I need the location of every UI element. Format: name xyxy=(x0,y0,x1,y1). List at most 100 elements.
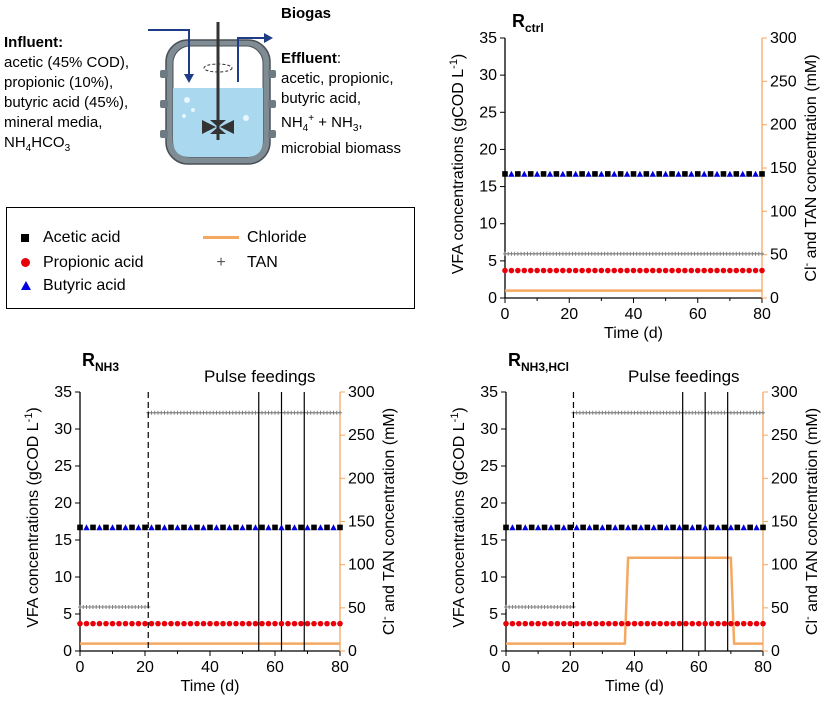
butyric-point xyxy=(727,524,735,531)
acetic-point xyxy=(682,171,688,177)
acetic-point xyxy=(593,524,599,531)
acetic-point xyxy=(759,171,765,177)
propionic-point xyxy=(534,267,540,274)
propionic-point xyxy=(683,620,689,627)
y2-tick-label: 300 xyxy=(348,384,375,401)
acetic-point xyxy=(747,524,753,531)
butyric-point xyxy=(560,524,568,531)
acetic-point xyxy=(503,524,509,531)
butyric-point xyxy=(675,170,682,177)
propionic-point xyxy=(304,620,311,627)
butyric-point xyxy=(649,170,656,177)
x-tick-label: 20 xyxy=(560,306,578,323)
x-axis-label: Time (d) xyxy=(604,325,663,342)
propionic-point xyxy=(161,620,168,627)
x-tick-label: 80 xyxy=(331,659,349,676)
influent-text: Influent: acetic (45% COD), propionic (1… xyxy=(4,33,129,159)
acetic-point xyxy=(324,524,330,531)
propionic-point xyxy=(753,620,760,627)
propionic-point xyxy=(689,620,696,627)
acetic-point xyxy=(502,171,508,177)
y2-axis-label: Cl- and TAN concentration (mM) xyxy=(801,54,820,281)
acetic-point xyxy=(669,171,675,177)
y2-tick-label: 300 xyxy=(770,30,797,47)
acetic-point xyxy=(567,524,574,531)
butyric-point xyxy=(304,524,311,531)
propionic-point xyxy=(535,620,541,627)
acetic-point xyxy=(553,171,560,177)
butyric-point xyxy=(586,524,593,531)
x-tick-label: 60 xyxy=(690,659,708,676)
y2-tick-label: 100 xyxy=(770,203,797,220)
propionic-point xyxy=(515,267,521,274)
propionic-point xyxy=(752,267,759,274)
butyric-point xyxy=(330,524,337,531)
acetic-point xyxy=(734,524,741,531)
butyric-point xyxy=(239,524,246,531)
propionic-point xyxy=(553,267,560,274)
propionic-point xyxy=(592,267,598,274)
legend-item-butyric: Butyric acid xyxy=(21,276,126,296)
butyric-point xyxy=(599,524,606,531)
butyric-point xyxy=(663,524,670,531)
y2-tick-label: 50 xyxy=(771,600,789,617)
propionic-point xyxy=(233,620,239,627)
legend: Acetic acid Propionic acid Butyric acid … xyxy=(6,207,415,309)
propionic-point xyxy=(739,267,746,274)
propionic-point xyxy=(528,620,535,627)
butyric-point xyxy=(278,524,285,531)
acetic-point xyxy=(220,524,226,531)
propionic-point xyxy=(728,620,734,627)
y-tick-label: 20 xyxy=(479,141,497,158)
propionic-point xyxy=(567,620,574,627)
butyric-point xyxy=(636,170,644,177)
acetic-point xyxy=(592,171,598,177)
chart-rctrl: 0 20 40 60 800510152025303505010015020025030… xyxy=(448,11,820,342)
acetic-point xyxy=(298,524,304,531)
butyric-point xyxy=(740,524,747,531)
propionic-point xyxy=(200,620,207,627)
butyric-point xyxy=(213,524,220,531)
propionic-point xyxy=(670,620,676,627)
acetic-point xyxy=(554,524,561,531)
acetic-point xyxy=(760,524,766,531)
legend-item-acetic: Acetic acid xyxy=(21,228,120,248)
propionic-point xyxy=(586,620,593,627)
acetic-point xyxy=(207,524,213,531)
propionic-point xyxy=(554,620,561,627)
propionic-point xyxy=(740,620,747,627)
acetic-point xyxy=(721,524,728,531)
y2-tick-label: 0 xyxy=(770,290,779,307)
propionic-point xyxy=(291,620,298,627)
propionic-point xyxy=(213,620,220,627)
propionic-point xyxy=(129,620,135,627)
acetic-point xyxy=(707,171,714,177)
propionic-point xyxy=(561,620,567,627)
acetic-point xyxy=(733,171,740,177)
acetic-point xyxy=(90,524,96,531)
butyric-point xyxy=(676,524,683,531)
influent-line-4: mineral media, xyxy=(4,114,103,131)
propionic-point xyxy=(688,267,695,274)
y2-tick-label: 150 xyxy=(770,160,797,177)
propionic-point xyxy=(181,620,187,627)
propionic-point xyxy=(747,620,753,627)
acetic-point xyxy=(311,524,317,531)
y2-tick-label: 0 xyxy=(771,643,780,660)
acetic-point xyxy=(746,171,752,177)
propionic-point xyxy=(727,267,733,274)
y2-axis-label: Cl- and TAN concentration (mM) xyxy=(379,408,398,635)
y-tick-label: 10 xyxy=(480,569,498,586)
y-tick-label: 30 xyxy=(480,421,498,438)
propionic-point xyxy=(547,267,553,274)
propionic-point xyxy=(624,267,630,274)
propionic-point xyxy=(644,620,651,627)
butyric-point xyxy=(700,170,708,177)
butyric-point xyxy=(752,170,759,177)
propionic-point xyxy=(337,620,343,627)
propionic-point xyxy=(663,620,670,627)
y2-tick-label: 150 xyxy=(348,514,375,531)
butyric-point xyxy=(187,524,194,531)
propionic-point xyxy=(572,267,579,274)
